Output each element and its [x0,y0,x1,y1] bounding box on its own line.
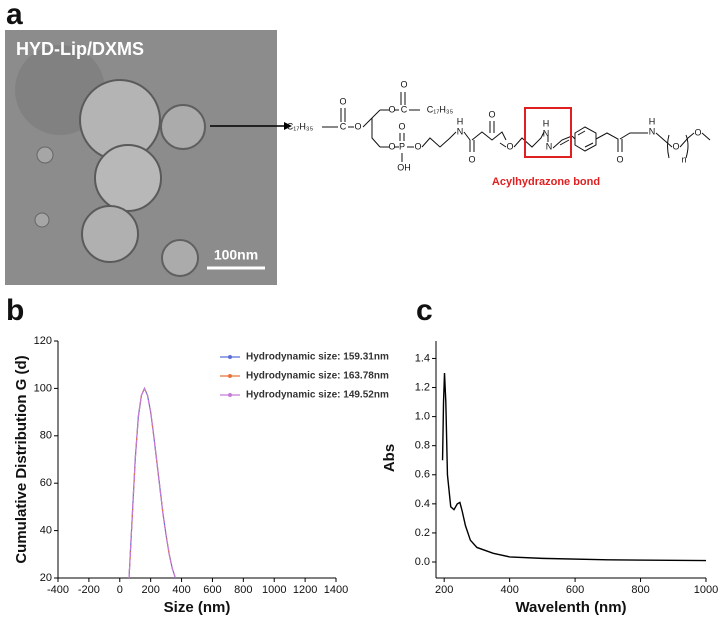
atom-label: O [388,104,395,114]
atom-label: C [340,121,347,131]
x-tick-label: 800 [631,584,649,596]
x-tick-label: 600 [566,584,584,596]
atom-label: N [457,126,464,136]
y-axis-title: Cumulative Distribution G (d) [13,355,30,563]
y-tick-label: 1.0 [415,411,430,423]
legend-label: Hydrodynamic size: 149.52nm [246,390,389,401]
atom-label: C [401,104,408,114]
atom-label: H [649,116,656,126]
x-tick-label: 1200 [293,584,317,596]
x-tick-label: 600 [203,584,221,596]
y-tick-label: 80 [40,430,52,442]
data-line [128,386,176,579]
y-tick-label: 0.8 [415,440,430,452]
atom-label: N [546,141,553,151]
atom-label: N [649,126,656,136]
x-axis-title: Size (nm) [164,599,231,616]
x-tick-label: 0 [117,584,123,596]
y-tick-label: 0.2 [415,527,430,539]
atom-label: O [694,127,701,137]
structure-bonds [322,92,711,162]
x-tick-label: 1000 [694,584,718,596]
atom-label: H [543,118,550,128]
micrograph: HYD-Lip/DXMS 100nm [5,30,277,285]
x-tick-label: 200 [141,584,159,596]
y-tick-label: 0.6 [415,469,430,481]
atom-label: O [488,109,495,119]
panel-label: b [6,294,24,327]
data-line [441,372,707,562]
x-tick-label: 1000 [262,584,286,596]
x-tick-label: 200 [435,584,453,596]
y-tick-label: 40 [40,525,52,537]
y-tick-label: 0.4 [415,498,430,510]
atom-label: O [672,141,679,151]
atom-label: O [398,121,405,131]
y-tick-label: 20 [40,572,52,584]
atom-label: H [457,116,464,126]
x-tick-label: -400 [47,584,69,596]
atom-label: O [400,79,407,89]
atom-label: OH [397,162,411,172]
x-tick-label: 800 [234,584,252,596]
legend-marker [228,393,232,397]
x-tick-label: 400 [172,584,190,596]
highlight-box [524,107,572,158]
panel-label: c [416,294,433,327]
atom-label: P [399,141,405,151]
atom-label: O [339,96,346,106]
atom-label: O [354,121,361,131]
x-tick-label: 1400 [324,584,348,596]
y-tick-label: 120 [34,335,52,347]
panel-label: a [6,0,23,31]
atom-label: C₁₇H₃₅ [287,121,314,131]
arrow-head [284,122,292,130]
annotation: Acylhydrazone bond [492,176,600,188]
legend-label: Hydrodynamic size: 163.78nm [246,371,389,382]
y-tick-label: 100 [34,382,52,394]
atom-label: O [414,141,421,151]
atom-label: O [468,154,475,164]
atom-label: O [388,141,395,151]
atom-label: n [681,154,686,164]
atom-label: N [543,128,550,138]
y-tick-label: 60 [40,477,52,489]
x-tick-label: 400 [500,584,518,596]
y-axis-title: Abs [381,444,398,472]
micrograph-label: HYD-Lip/DXMS [16,39,144,59]
legend-marker [228,355,232,359]
scale-bar-label: 100nm [214,247,258,263]
atom-label: C₁₇H₃₅ [427,104,454,114]
y-tick-label: 1.2 [415,381,430,393]
y-tick-label: 0.0 [415,556,430,568]
legend-label: Hydrodynamic size: 159.31nm [246,352,389,363]
x-axis-title: Wavelenth (nm) [515,599,626,616]
atom-label: O [616,154,623,164]
x-tick-label: -200 [78,584,100,596]
legend-marker [228,374,232,378]
atom-label: O [506,141,513,151]
y-tick-label: 1.4 [415,352,430,364]
